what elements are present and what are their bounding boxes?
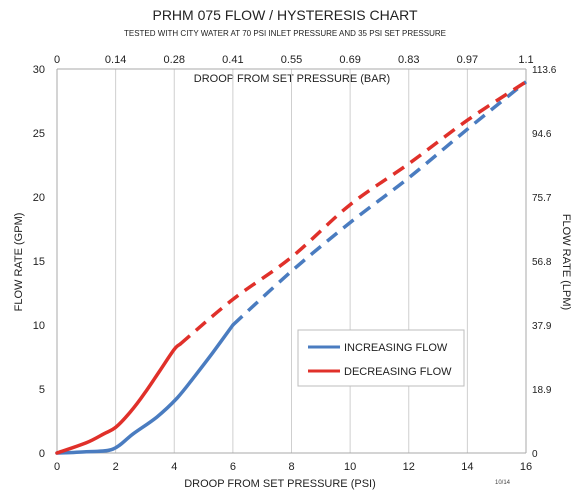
decreasing-flow-dashed-line xyxy=(178,80,527,346)
x-tick-label: 4 xyxy=(171,461,177,473)
top-tick-label: 0.97 xyxy=(457,54,478,66)
y-tick-label: 20 xyxy=(33,192,45,204)
y-tick-label: 25 xyxy=(33,128,45,140)
chart-subtitle: TESTED WITH CITY WATER AT 70 PSI INLET P… xyxy=(124,29,446,38)
legend-label-increasing-flow: INCREASING FLOW xyxy=(344,342,448,354)
top-tick-label: 0 xyxy=(54,54,60,66)
top-tick-label: 0.28 xyxy=(164,54,185,66)
right-tick-label: 37.9 xyxy=(532,321,552,332)
legend-label-decreasing-flow: DECREASING FLOW xyxy=(344,366,452,378)
x-tick-label: 14 xyxy=(461,461,473,473)
y-axis-label: FLOW RATE (GPM) xyxy=(13,213,25,312)
y-tick-label: 30 xyxy=(33,64,45,76)
top-tick-label: 0.69 xyxy=(339,54,360,66)
right-tick-label: 0 xyxy=(532,449,538,460)
y-tick-label: 15 xyxy=(33,256,45,268)
x-tick-label: 16 xyxy=(520,461,532,473)
legend: INCREASING FLOW DECREASING FLOW xyxy=(297,329,465,387)
right-tick-label: 18.9 xyxy=(532,385,552,396)
y-tick-label: 10 xyxy=(33,320,45,332)
x-tick-label: 0 xyxy=(54,461,60,473)
increasing-flow-solid-line xyxy=(55,323,235,455)
y-tick-label: 0 xyxy=(39,448,45,460)
x-tick-label: 8 xyxy=(288,461,294,473)
series-lines xyxy=(55,80,528,455)
right-tick-label: 75.7 xyxy=(532,193,552,204)
top-tick-label: 0.83 xyxy=(398,54,419,66)
x-tick-label: 12 xyxy=(403,461,415,473)
right-tick-label: 94.6 xyxy=(532,129,552,140)
decreasing-flow-solid-line xyxy=(55,342,182,455)
x-tick-label: 6 xyxy=(230,461,236,473)
tick-labels: 0020.1440.2860.4180.55100.69120.83140.97… xyxy=(33,54,557,473)
top-tick-label: 0.14 xyxy=(105,54,126,66)
top-tick-label: 0.41 xyxy=(222,54,243,66)
x-tick-label: 2 xyxy=(113,461,119,473)
increasing-flow-dashed-line xyxy=(231,80,528,327)
grid-lines xyxy=(115,69,468,453)
y-tick-label: 5 xyxy=(39,384,45,396)
chart-title: PRHM 075 FLOW / HYSTERESIS CHART xyxy=(152,7,417,23)
right-tick-label: 56.8 xyxy=(532,257,552,268)
x-axis-label: DROOP FROM SET PRESSURE (PSI) xyxy=(184,478,376,490)
right-tick-label: 113.6 xyxy=(532,65,557,76)
top-tick-label: 1.1 xyxy=(518,54,533,66)
legend-box xyxy=(297,329,465,387)
footnote-date: 10/14 xyxy=(495,480,511,486)
axes xyxy=(56,68,527,454)
right-axis-label: FLOW RATE (LPM) xyxy=(560,214,571,310)
top-tick-label: 0.55 xyxy=(281,54,302,66)
x-tick-label: 10 xyxy=(344,461,356,473)
